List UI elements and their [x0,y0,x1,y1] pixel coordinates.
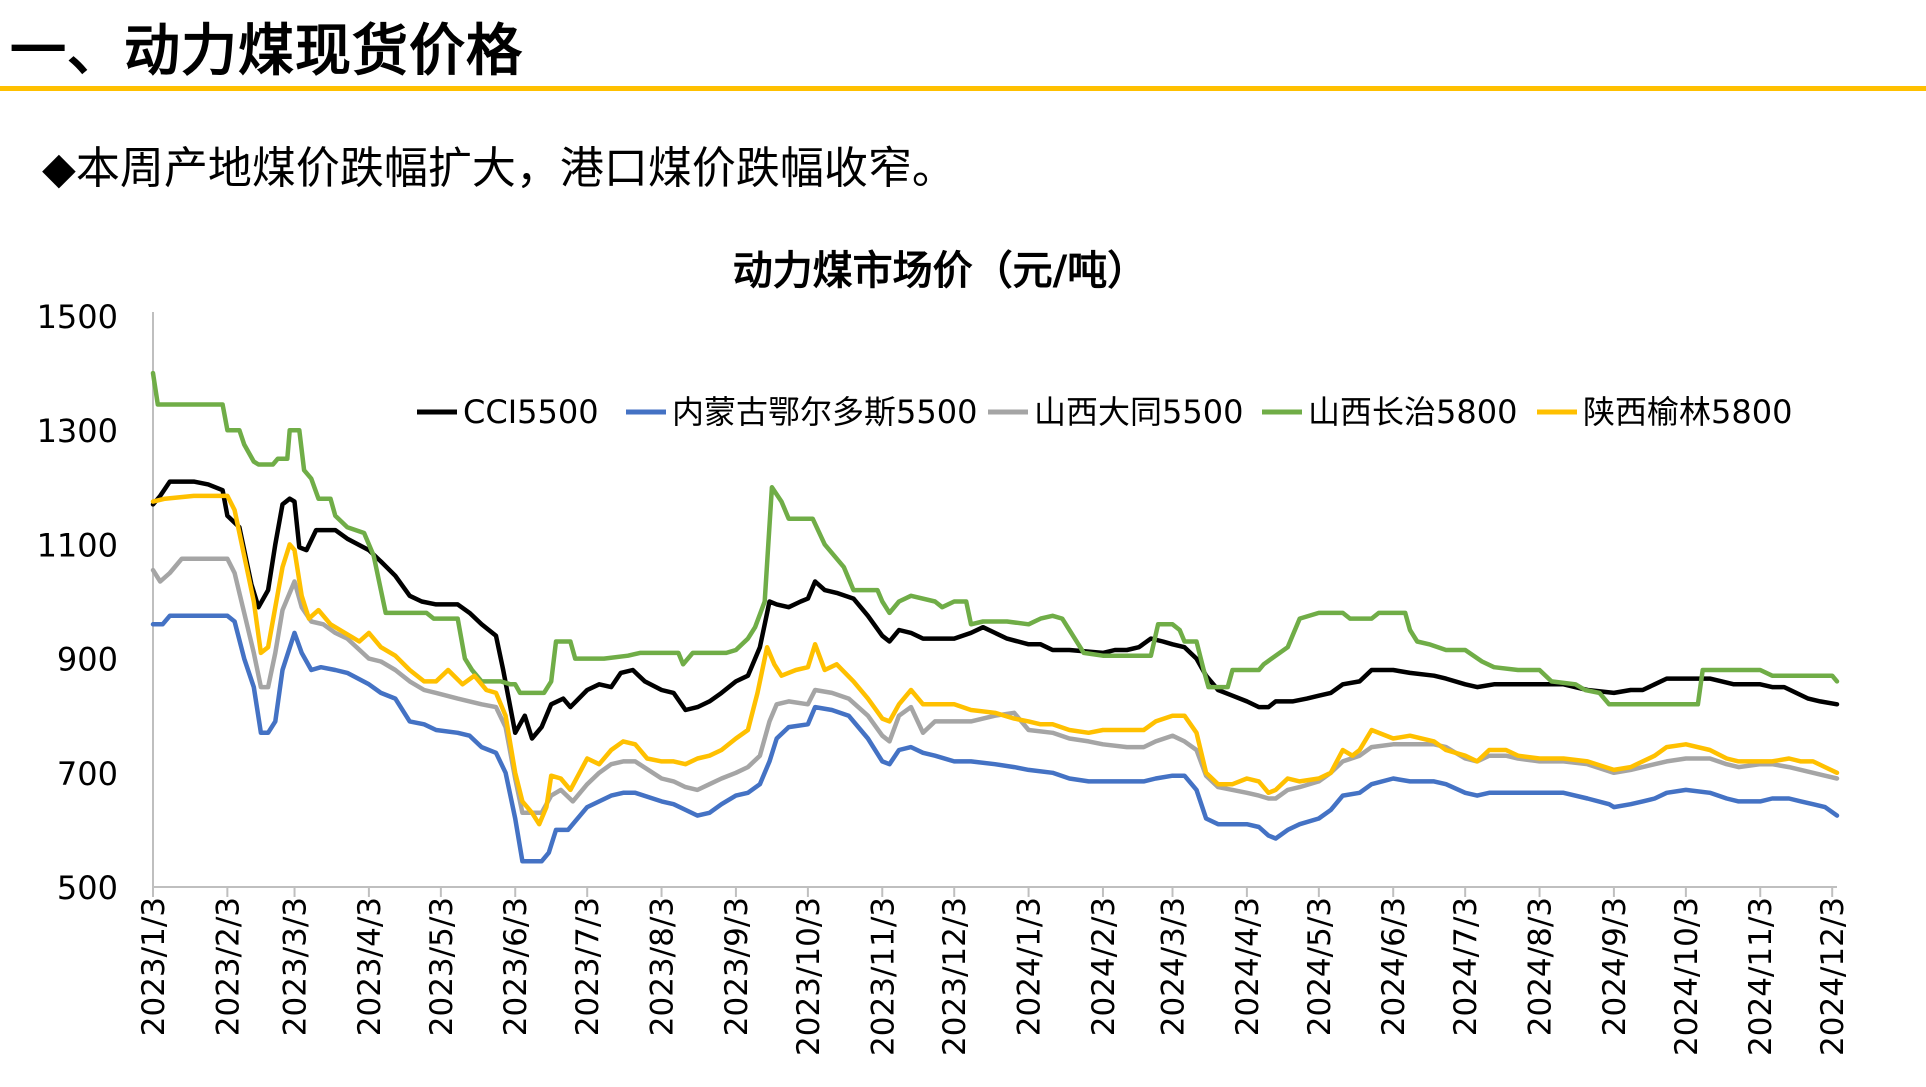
bullet-diamond-icon: ◆ [42,143,76,194]
bullet-line: ◆本周产地煤价跌幅扩大，港口煤价跌幅收窄。 [42,132,956,196]
x-tick-label: 2023/4/3 [352,897,388,1036]
x-tick-label: 2024/8/3 [1523,897,1559,1036]
x-axis: 2023/1/3 2023/2/3 2023/3/3 2023/4/3 2023/5/3… [136,886,1851,1056]
x-tick-label: 2024/12/3 [1815,897,1851,1056]
x-tick-label: 2024/9/3 [1597,897,1633,1036]
legend-label: 山西长治5800 [1308,393,1517,431]
x-tick-label: 2023/6/3 [498,897,534,1036]
x-tick-label: 2024/7/3 [1448,897,1484,1036]
slide-title: 一、动力煤现货价格 [10,19,523,84]
legend-label: 内蒙古鄂尔多斯5500 [672,393,977,431]
x-tick-label: 2024/10/3 [1669,897,1705,1056]
legend-label: 陕西榆林5800 [1583,393,1792,431]
legend: CCI5500 内蒙古鄂尔多斯5500 山西大同5500 山西长治5800 陕西榆林58… [417,393,1792,431]
x-tick-label: 2023/1/3 [136,897,172,1036]
legend-label: CCI5500 [463,393,599,431]
x-tick-label: 2024/11/3 [1743,897,1779,1056]
series-line [150,613,1840,864]
x-tick-label: 2024/2/3 [1086,897,1122,1036]
x-tick-label: 2023/10/3 [791,897,827,1056]
series-line [150,493,1840,827]
series-line [150,479,1840,741]
x-tick-label: 2023/7/3 [570,897,606,1036]
x-tick-label: 2023/5/3 [424,897,460,1036]
series-line [150,556,1840,816]
y-tick-label: 900 [57,641,118,679]
x-tick-label: 2024/6/3 [1376,897,1412,1036]
x-tick-label: 2024/5/3 [1302,897,1338,1036]
bullet-text: 本周产地煤价跌幅扩大，港口煤价跌幅收窄。 [75,143,956,194]
x-tick-label: 2023/3/3 [278,897,314,1036]
y-tick-label: 700 [57,755,118,793]
x-tick-label: 2023/11/3 [865,897,901,1056]
x-tick-label: 2024/4/3 [1230,897,1266,1036]
title-underline [0,86,1926,91]
x-tick-label: 2023/8/3 [645,897,681,1036]
y-tick-label: 500 [57,869,118,907]
series-lines [150,370,1840,864]
y-axis: 500 700 900 1100 1300 1500 [37,298,154,907]
y-tick-label: 1300 [37,412,118,450]
legend-label: 山西大同5500 [1034,393,1243,431]
x-tick-label: 2023/9/3 [719,897,755,1036]
x-tick-label: 2024/3/3 [1156,897,1192,1036]
x-tick-label: 2024/1/3 [1012,897,1048,1036]
chart-title: 动力煤市场价（元/吨） [733,248,1148,294]
y-tick-label: 1100 [37,526,118,564]
x-tick-label: 2023/2/3 [210,897,246,1036]
series-line [150,370,1840,707]
x-tick-label: 2023/12/3 [937,897,973,1056]
y-tick-label: 1500 [37,298,118,336]
